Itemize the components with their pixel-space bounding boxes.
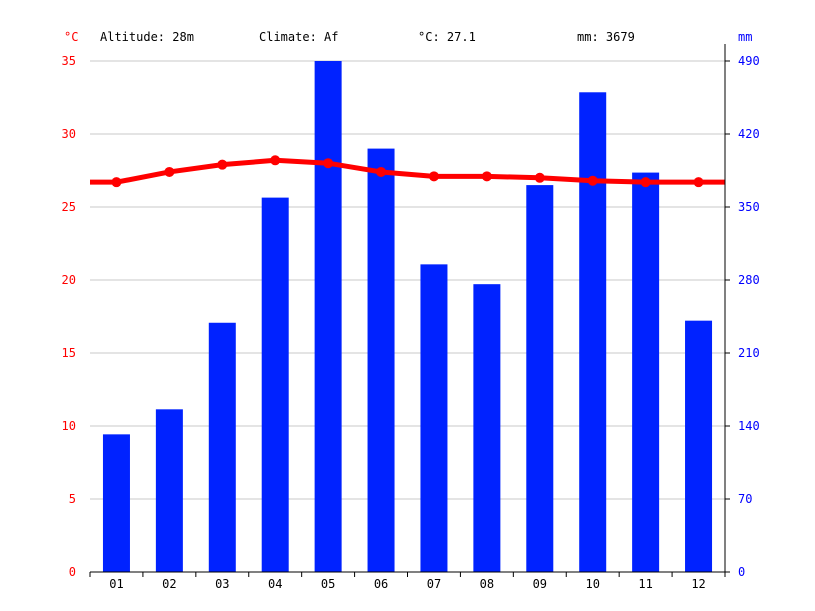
precipitation-bar: [685, 320, 713, 572]
temperature-point: [428, 171, 439, 182]
y-right-tick-label: 280: [738, 273, 760, 287]
precipitation-bar: [473, 284, 501, 572]
y-right-tick-label: 420: [738, 127, 760, 141]
x-tick-label: 02: [162, 577, 176, 591]
precipitation-bar: [526, 185, 554, 572]
precipitation-bar: [579, 92, 607, 573]
precipitation-bar: [632, 172, 660, 573]
y-left-tick-label: 15: [62, 346, 76, 360]
y-right-tick-label: 490: [738, 54, 760, 68]
gridlines: [90, 60, 725, 500]
temperature-point: [587, 175, 598, 186]
x-tick-label: 11: [638, 577, 652, 591]
y-left-tick-label: 20: [62, 273, 76, 287]
x-tick-label: 06: [374, 577, 388, 591]
annual-precip-label: mm: 3679: [577, 30, 635, 44]
precipitation-bar: [102, 434, 130, 572]
y-right-tick-label: 70: [738, 492, 752, 506]
precip-unit-label: mm: [738, 30, 752, 44]
y-right-tick-label: 140: [738, 419, 760, 433]
y-left-tick-label: 10: [62, 419, 76, 433]
temperature-series-line: [90, 157, 725, 185]
y-left-tick-label: 35: [62, 54, 76, 68]
temperature-point: [481, 171, 492, 182]
temperature-point: [376, 166, 387, 177]
temperature-point: [693, 177, 704, 188]
temperature-point: [534, 172, 545, 183]
y-right-tick-label: 0: [738, 565, 745, 579]
precipitation-bar: [208, 322, 236, 572]
precipitation-bar: [155, 409, 183, 572]
x-tick-label: 03: [215, 577, 229, 591]
x-tick-label: 08: [480, 577, 494, 591]
temp-unit-label: °C: [64, 30, 78, 44]
x-tick-label: 10: [585, 577, 599, 591]
avg-temp-label: °C: 27.1: [418, 30, 476, 44]
x-tick-label: 09: [533, 577, 547, 591]
x-tick-label: 05: [321, 577, 335, 591]
precipitation-bar: [261, 197, 289, 572]
temperature-point: [111, 177, 122, 188]
x-tick-label: 12: [691, 577, 705, 591]
precipitation-bar: [367, 148, 395, 572]
precipitation-bar: [314, 61, 342, 572]
y-right-tick-label: 210: [738, 346, 760, 360]
y-left-tick-label: 25: [62, 200, 76, 214]
x-tick-label: 04: [268, 577, 282, 591]
temperature-point: [640, 177, 651, 188]
y-left-tick-label: 5: [69, 492, 76, 506]
altitude-label: Altitude: 28m: [100, 30, 194, 44]
precipitation-bar: [420, 264, 448, 572]
temperature-point: [164, 166, 175, 177]
y-left-tick-label: 30: [62, 127, 76, 141]
temperature-point: [323, 158, 334, 169]
precipitation-bars: [102, 61, 713, 573]
temperature-line: [90, 155, 725, 188]
y-left-tick-label: 0: [69, 565, 76, 579]
axes: [89, 44, 730, 577]
climate-label: Climate: Af: [259, 30, 338, 44]
y-right-tick-label: 350: [738, 200, 760, 214]
x-tick-label: 01: [109, 577, 123, 591]
temperature-point: [217, 159, 228, 170]
temperature-point: [270, 155, 281, 166]
x-tick-label: 07: [427, 577, 441, 591]
